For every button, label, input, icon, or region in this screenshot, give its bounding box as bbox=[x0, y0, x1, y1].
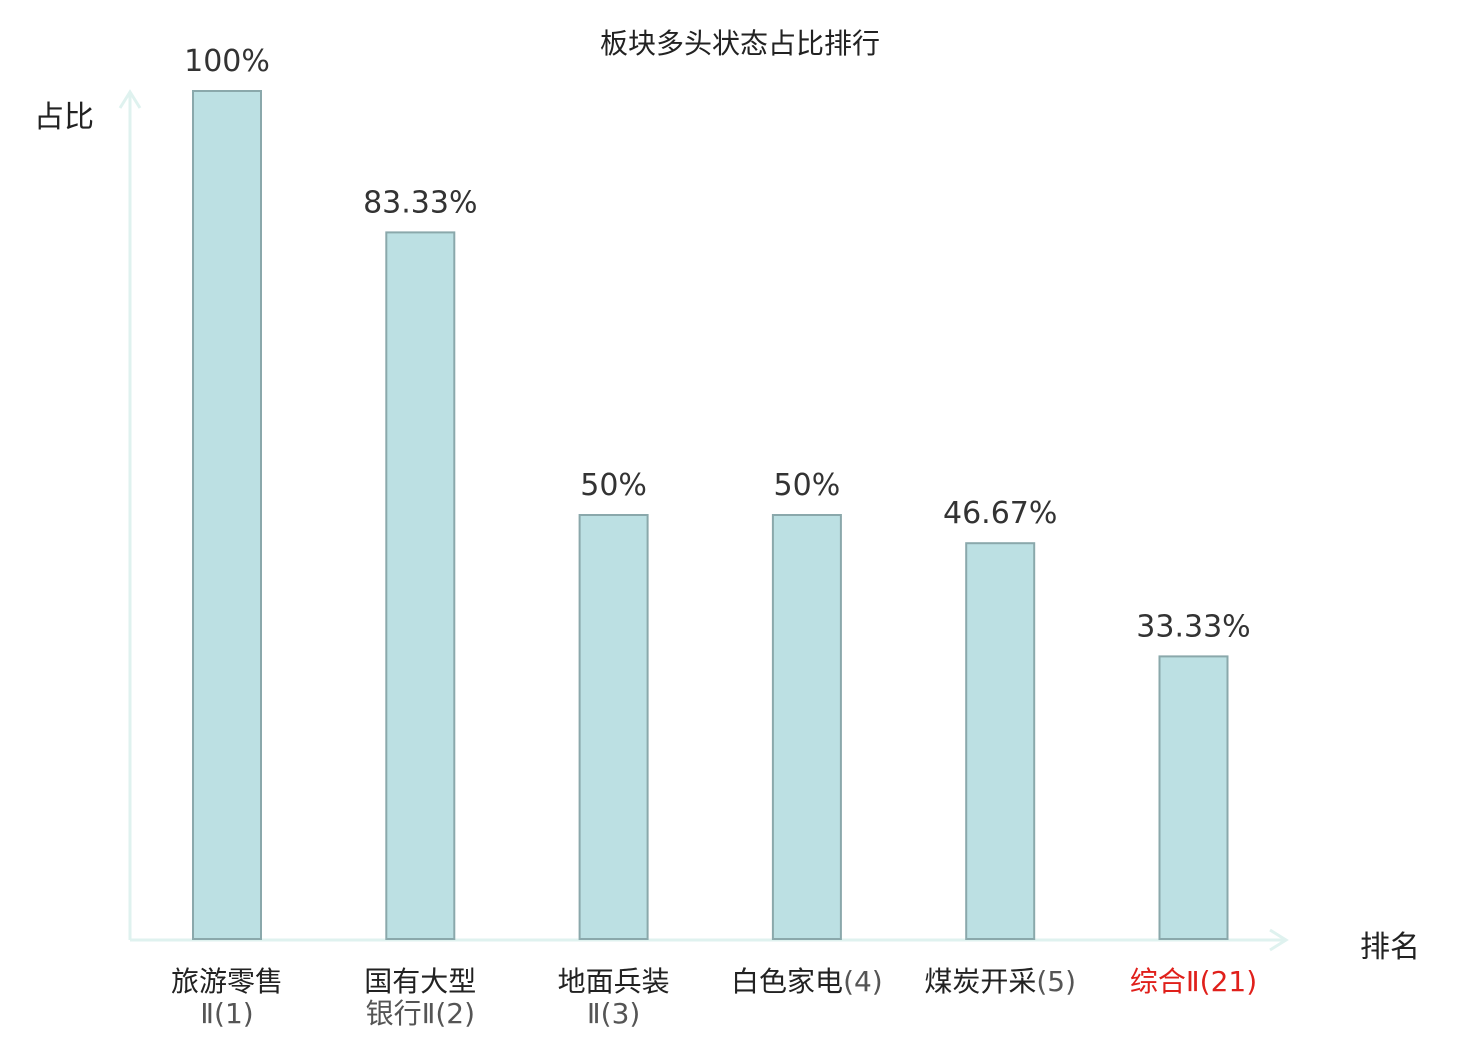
category-name: 煤炭开采 bbox=[924, 965, 1037, 998]
x-axis-label: 排名 bbox=[1360, 930, 1420, 965]
category-name: 白色家电 bbox=[731, 965, 844, 998]
bar-3 bbox=[578, 514, 649, 940]
category-rank: Ⅱ(21) bbox=[1185, 965, 1258, 998]
category-name: 国有大型 bbox=[364, 965, 477, 998]
category-rank: (5) bbox=[1036, 965, 1077, 998]
category-label-1: 旅游零售 Ⅱ(1) bbox=[127, 966, 327, 1030]
category-rank: Ⅱ(1) bbox=[200, 997, 254, 1030]
category-label-2: 国有大型 银行Ⅱ(2) bbox=[320, 966, 520, 1030]
value-label-3: 50% bbox=[580, 468, 647, 503]
bars-group bbox=[192, 90, 1229, 941]
value-label-5: 46.67% bbox=[943, 496, 1057, 531]
y-axis-label: 占比 bbox=[34, 100, 94, 135]
bar-2 bbox=[385, 231, 456, 940]
category-name: 地面兵装 bbox=[557, 965, 670, 998]
bar-4 bbox=[771, 514, 842, 940]
value-label-4: 50% bbox=[774, 468, 841, 503]
category-label-6: 综合Ⅱ(21) bbox=[1094, 966, 1294, 998]
category-rank: (4) bbox=[843, 965, 883, 998]
category-rank: Ⅱ(3) bbox=[586, 997, 641, 1030]
category-label-5: 煤炭开采(5) bbox=[900, 966, 1100, 998]
category-name: 旅游零售 bbox=[170, 965, 283, 998]
value-label-2: 83.33% bbox=[363, 185, 477, 220]
category-rank: 银行Ⅱ(2) bbox=[365, 997, 476, 1030]
category-name: 综合 bbox=[1129, 965, 1186, 998]
value-label-6: 33.33% bbox=[1136, 609, 1250, 644]
category-label-3: 地面兵装 Ⅱ(3) bbox=[514, 966, 714, 1030]
value-labels-group: 100% 83.33% 50% 50% 46.67% 33.33% bbox=[184, 44, 1251, 644]
bar-6 bbox=[1158, 655, 1229, 941]
category-label-4: 白色家电(4) bbox=[707, 966, 907, 998]
chart-title: 板块多头状态占比排行 bbox=[599, 27, 880, 60]
x-axis-arrow-icon bbox=[1269, 928, 1289, 952]
bar-1 bbox=[192, 90, 262, 940]
bar-5 bbox=[965, 542, 1036, 940]
y-axis-arrow-icon bbox=[118, 89, 142, 109]
value-label-1: 100% bbox=[184, 44, 270, 79]
